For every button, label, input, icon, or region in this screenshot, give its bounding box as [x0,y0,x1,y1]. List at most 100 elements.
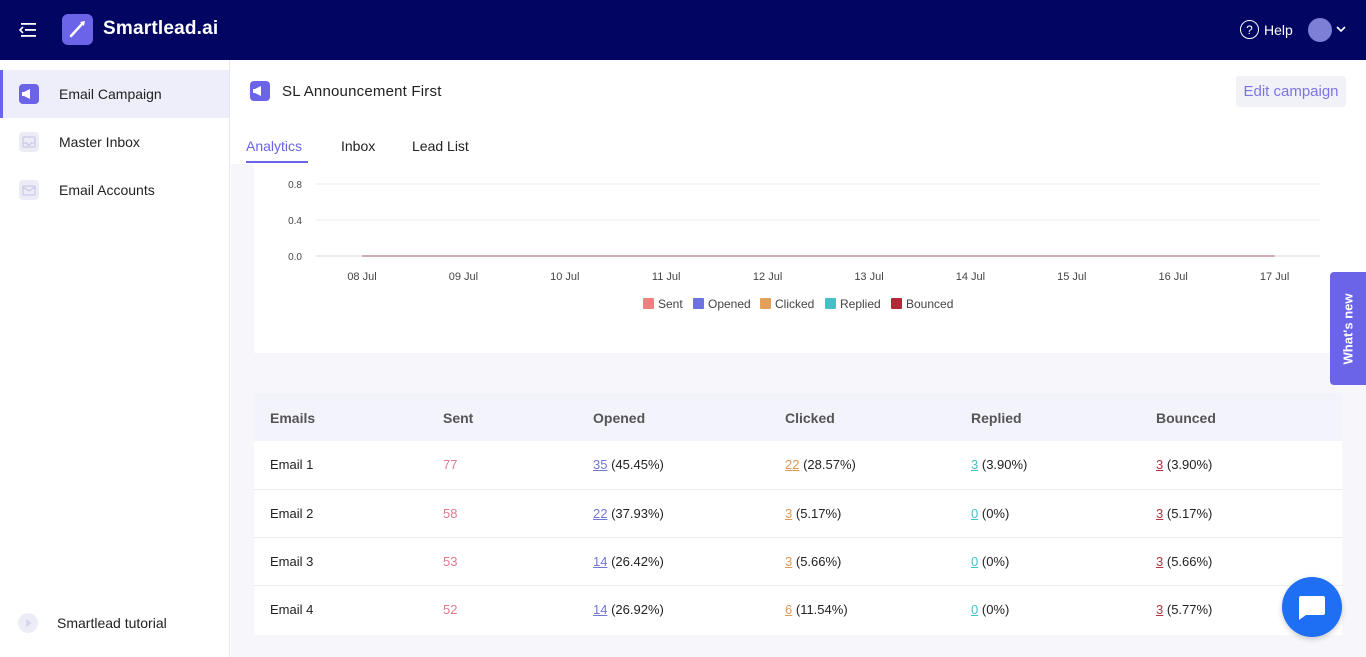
clicked-count-link[interactable]: 22 [785,457,800,472]
table-row: Email 1 77 35 (45.45%) 22 (28.57%) 3 (3.… [254,441,1342,489]
legend-swatch-replied [825,298,836,309]
chevron-down-icon[interactable] [1335,23,1347,35]
legend-label-bounced: Bounced [906,297,953,311]
whats-new-button[interactable]: What's new [1330,272,1366,385]
legend-label-sent: Sent [658,297,683,311]
y-tick-label: 0.4 [288,216,302,227]
sidebar-item-email-campaign[interactable]: Email Campaign [0,70,229,118]
email-name: Email 1 [270,457,314,472]
app-name: Smartlead.ai [103,18,219,39]
logo-icon [62,14,93,45]
whats-new-label: What's new [1340,293,1356,364]
chat-button[interactable] [1282,577,1342,637]
analytics-chart: 0.8 0.4 0.0 08 Jul 09 Jul 10 Jul 11 Jul 12 Jul 1… [288,180,1320,311]
email-name: Email 4 [270,602,314,617]
replied-count-link[interactable]: 0 [971,602,979,617]
y-tick-label: 0.8 [288,180,302,191]
bounced-count-link[interactable]: 3 [1156,554,1164,569]
replied-percent: (0%) [981,602,1010,617]
header-sent: Sent [443,410,474,426]
sidebar-item-tutorial[interactable]: Smartlead tutorial [0,599,229,647]
opened-percent: (37.93%) [611,506,664,521]
opened-count-link[interactable]: 14 [593,602,608,617]
x-tick-label: 17 Jul [1260,271,1289,283]
help-icon: ? [1240,20,1259,39]
bounced-percent: (3.90%) [1166,457,1213,472]
edit-campaign-button[interactable]: Edit campaign [1236,76,1346,107]
chart-card [254,164,1366,353]
menu-collapse-icon[interactable] [18,20,38,40]
sidebar-item-label: Master Inbox [59,134,140,150]
avatar[interactable] [1308,18,1332,42]
x-tick-label: 13 Jul [854,271,883,283]
sidebar-item-email-accounts[interactable]: Email Accounts [0,166,229,214]
x-tick-label: 12 Jul [753,271,782,283]
clicked-count-link[interactable]: 3 [785,554,793,569]
opened-count-link[interactable]: 22 [593,506,608,521]
sidebar-item-label: Email Accounts [59,182,155,198]
tab-inbox[interactable]: Inbox [341,138,376,154]
megaphone-icon [19,84,39,104]
sent-count: 52 [443,602,458,617]
tab-analytics[interactable]: Analytics [246,138,303,154]
x-tick-label: 10 Jul [550,271,579,283]
legend-label-opened: Opened [708,297,751,311]
header-clicked: Clicked [785,410,835,426]
opened-percent: (26.92%) [611,602,664,617]
x-tick-label: 15 Jul [1057,271,1086,283]
sidebar-item-label: Email Campaign [59,86,162,102]
replied-percent: (0%) [981,554,1010,569]
table-header: Emails Sent Opened Clicked Replied Bounc… [254,393,1342,441]
mail-icon [19,180,39,200]
bounced-count-link[interactable]: 3 [1156,506,1164,521]
legend-swatch-bounced [891,298,902,309]
megaphone-icon [250,81,270,101]
inbox-icon [19,132,39,152]
replied-count-link[interactable]: 3 [971,457,979,472]
clicked-count-link[interactable]: 6 [785,602,793,617]
sidebar-item-master-inbox[interactable]: Master Inbox [0,118,229,166]
tab-lead-list[interactable]: Lead List [412,138,469,154]
active-tab-indicator [246,161,308,163]
legend-swatch-sent [643,298,654,309]
bounced-percent: (5.77%) [1166,602,1213,617]
opened-count-link[interactable]: 14 [593,554,608,569]
help-button[interactable]: ? Help [1240,20,1293,39]
table-row: Email 3 53 14 (26.42%) 3 (5.66%) 0 (0%) … [254,537,1342,585]
replied-count-link[interactable]: 0 [971,554,979,569]
help-label: Help [1264,21,1293,38]
table-row: Email 4 52 14 (26.92%) 6 (11.54%) 0 (0%)… [254,585,1342,633]
x-tick-label: 16 Jul [1159,271,1188,283]
replied-percent: (3.90%) [981,457,1028,472]
play-icon [18,613,38,633]
opened-percent: (45.45%) [611,457,664,472]
chat-icon [1299,596,1325,620]
sent-count: 58 [443,506,458,521]
legend-label-clicked: Clicked [775,297,814,311]
x-tick-label: 14 Jul [956,271,985,283]
legend-swatch-opened [693,298,704,309]
header-bounced: Bounced [1156,410,1216,426]
bounced-count-link[interactable]: 3 [1156,457,1164,472]
clicked-percent: (11.54%) [795,602,848,617]
sent-count: 77 [443,457,458,472]
bounced-count-link[interactable]: 3 [1156,602,1164,617]
y-tick-label: 0.0 [288,252,302,263]
legend-label-replied: Replied [840,297,881,311]
sent-count: 53 [443,554,458,569]
clicked-count-link[interactable]: 3 [785,506,793,521]
header-replied: Replied [971,410,1022,426]
campaign-title: SL Announcement First [282,83,442,100]
x-tick-label: 09 Jul [449,271,478,283]
opened-percent: (26.42%) [611,554,664,569]
opened-count-link[interactable]: 35 [593,457,608,472]
bounced-percent: (5.66%) [1166,554,1213,569]
header-emails: Emails [270,410,316,426]
replied-count-link[interactable]: 0 [971,506,979,521]
clicked-percent: (5.17%) [795,506,842,521]
clicked-percent: (28.57%) [803,457,856,472]
email-name: Email 2 [270,506,314,521]
x-tick-label: 11 Jul [652,271,681,283]
email-stats-table: Emails Sent Opened Clicked Replied Bounc… [254,393,1342,635]
clicked-percent: (5.66%) [795,554,842,569]
